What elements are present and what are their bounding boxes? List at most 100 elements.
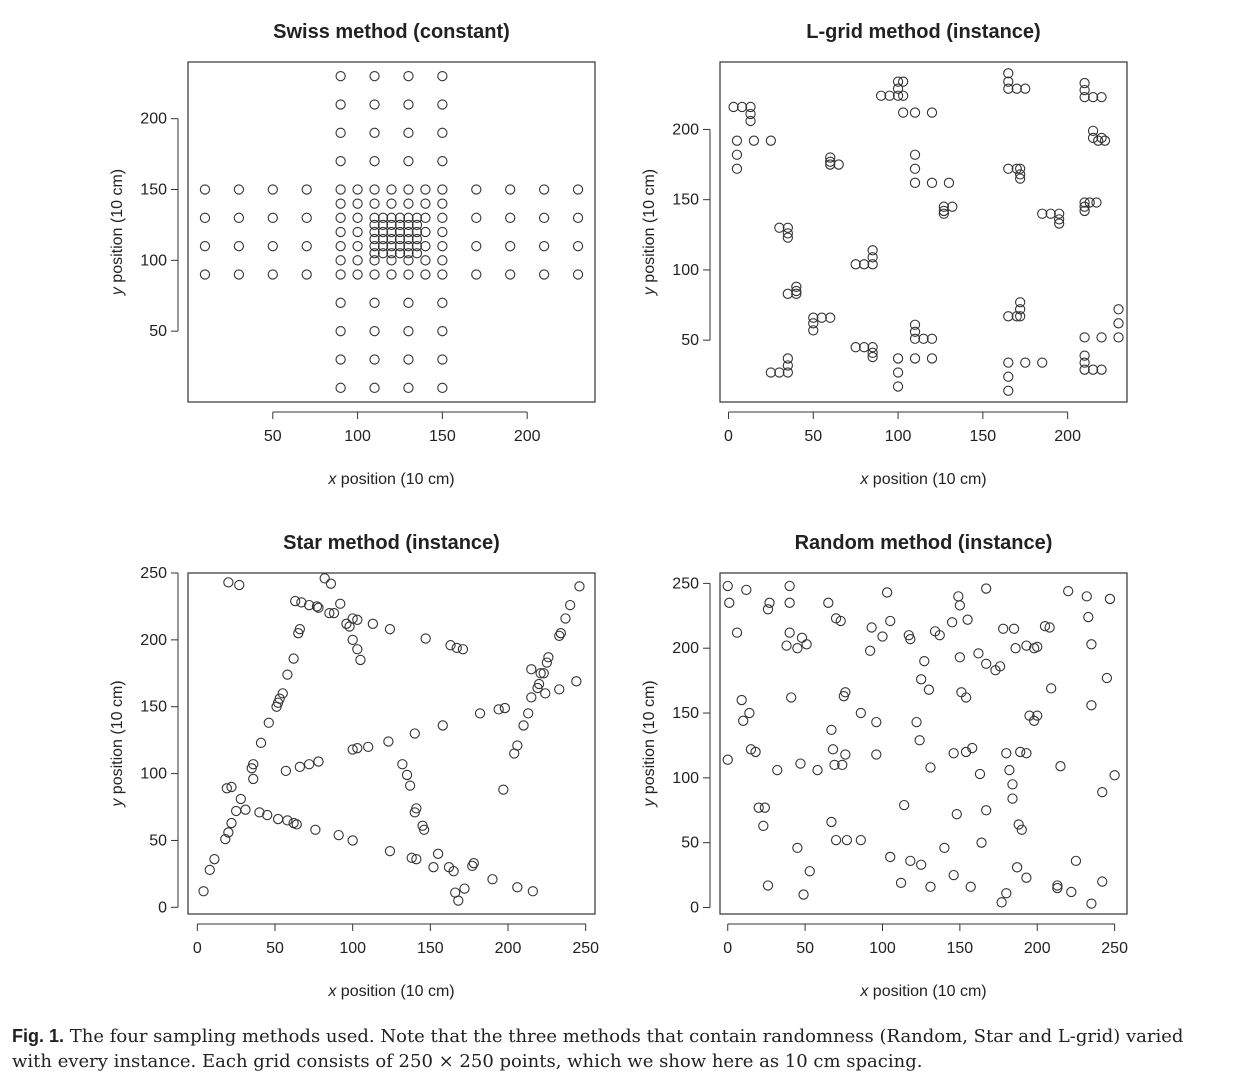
lgrid-point (1020, 83, 1031, 94)
swiss-point (352, 226, 363, 238)
lgrid-point (1015, 173, 1026, 184)
swiss-point (403, 233, 414, 245)
random-y-tick-label: 50 (681, 835, 699, 852)
lgrid-point (731, 135, 743, 146)
lgrid-point (943, 177, 955, 188)
star-point (277, 688, 288, 699)
swiss-point (420, 226, 431, 238)
random-point (722, 754, 733, 765)
star-point (574, 581, 585, 592)
lgrid-point (1011, 163, 1022, 174)
star-point (341, 618, 352, 629)
swiss-point (335, 212, 346, 223)
star-point (448, 866, 459, 877)
swiss-y-label: y position (10 cm) (109, 169, 126, 296)
swiss-point (233, 184, 245, 195)
swiss-point (394, 226, 406, 238)
lgrid-point (774, 222, 785, 233)
swiss-point (386, 226, 397, 238)
star-point (355, 654, 366, 666)
swiss-point (301, 184, 312, 195)
swiss-point (335, 354, 346, 365)
swiss-point (369, 326, 380, 337)
star-point (325, 578, 337, 589)
lgrid-point (1054, 218, 1065, 229)
lgrid-title: L-grid method (instance) (806, 21, 1040, 43)
star-point (411, 854, 422, 865)
swiss-point (538, 241, 550, 252)
random-point (1063, 586, 1074, 597)
swiss-point (437, 99, 448, 110)
swiss-point (335, 198, 346, 209)
swiss-point (394, 219, 406, 231)
random-point (795, 758, 806, 769)
swiss-point (335, 297, 346, 308)
random-point (781, 640, 792, 651)
random-point (871, 716, 882, 728)
swiss-point (233, 241, 245, 252)
random-point (826, 816, 837, 828)
lgrid-point (1045, 208, 1056, 219)
lgrid-point (782, 360, 793, 371)
swiss-point (335, 382, 346, 393)
star-point (282, 815, 293, 826)
random-point (801, 639, 812, 650)
star-point (328, 607, 340, 619)
lgrid-point (947, 201, 958, 212)
star-point (240, 804, 251, 815)
random-point (923, 684, 935, 695)
lgrid-point (909, 177, 921, 188)
star-point (533, 678, 545, 690)
random-point (1001, 748, 1012, 759)
lgrid-point (745, 101, 756, 113)
lgrid-point (782, 353, 793, 364)
random-point (953, 591, 964, 602)
star-y-tick-label: 0 (158, 899, 167, 916)
star-point (499, 702, 511, 714)
swiss-point (369, 184, 380, 195)
random-point (753, 802, 764, 813)
random-point (962, 614, 973, 625)
lgrid-point (892, 353, 904, 364)
star-x-tick-label: 250 (572, 940, 599, 957)
lgrid-point (884, 90, 895, 101)
lgrid-point (926, 107, 938, 118)
swiss-point (403, 269, 414, 280)
lgrid-point (1015, 163, 1026, 174)
swiss-point (403, 326, 414, 337)
lgrid-point (867, 245, 878, 256)
swiss-point (403, 382, 414, 393)
lgrid-point (825, 312, 836, 323)
random-x-tick-label: 100 (869, 940, 896, 957)
random-point (925, 762, 936, 773)
swiss-point (403, 184, 414, 195)
random-point (981, 583, 992, 594)
random-point (885, 851, 896, 863)
swiss-point (335, 127, 346, 138)
lgrid-point (1093, 135, 1104, 146)
swiss-point (233, 269, 245, 280)
swiss-point (233, 212, 245, 223)
star-point (310, 824, 321, 835)
swiss-point (369, 156, 380, 167)
random-point (976, 837, 987, 848)
swiss-title: Swiss method (constant) (273, 21, 510, 43)
star-points (198, 573, 585, 906)
random-point (1104, 593, 1116, 605)
star-x-tick-label: 0 (193, 940, 202, 957)
swiss-point (505, 184, 516, 195)
swiss-point (437, 71, 448, 82)
random-point (905, 633, 916, 645)
swiss-point (301, 241, 312, 252)
swiss-point (386, 255, 397, 266)
lgrid-point (1079, 357, 1090, 368)
swiss-point (369, 219, 380, 231)
random-point (826, 724, 837, 736)
random-point (1001, 888, 1012, 899)
lgrid-panel: L-grid method (instance) 0 50 100 150 200 50 10… (641, 21, 1128, 488)
lgrid-point (909, 149, 921, 160)
swiss-point (403, 127, 414, 138)
random-point (1083, 611, 1094, 623)
star-point (221, 783, 232, 794)
star-point (223, 827, 234, 838)
